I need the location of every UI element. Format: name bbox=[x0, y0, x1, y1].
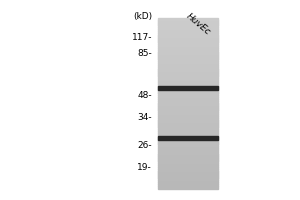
Bar bbox=[158, 31, 218, 33]
Bar bbox=[158, 73, 218, 76]
Text: 34-: 34- bbox=[137, 114, 152, 122]
Bar bbox=[158, 158, 218, 161]
Bar bbox=[158, 88, 218, 91]
Bar bbox=[158, 103, 218, 106]
Bar bbox=[158, 160, 218, 163]
Bar bbox=[158, 90, 218, 93]
Bar bbox=[158, 135, 218, 138]
Bar bbox=[158, 133, 218, 135]
Bar bbox=[158, 99, 218, 101]
Bar bbox=[158, 116, 218, 118]
Bar bbox=[158, 137, 218, 140]
Bar bbox=[158, 22, 218, 25]
Bar bbox=[158, 101, 218, 104]
Bar bbox=[158, 152, 218, 154]
Bar bbox=[158, 126, 218, 129]
Bar bbox=[158, 156, 218, 159]
Text: 19-: 19- bbox=[137, 164, 152, 172]
Bar bbox=[158, 184, 218, 186]
Text: (kD): (kD) bbox=[133, 12, 152, 21]
Bar bbox=[158, 139, 218, 142]
Bar bbox=[158, 33, 218, 36]
Bar bbox=[158, 143, 218, 146]
Bar bbox=[158, 165, 218, 167]
Bar bbox=[158, 146, 218, 148]
Bar bbox=[158, 120, 218, 123]
Text: 48-: 48- bbox=[137, 90, 152, 99]
Bar bbox=[158, 86, 218, 90]
Text: 117-: 117- bbox=[131, 33, 152, 43]
Bar bbox=[158, 171, 218, 174]
Bar bbox=[158, 173, 218, 176]
Bar bbox=[158, 112, 218, 114]
Bar bbox=[158, 124, 218, 127]
Bar bbox=[158, 63, 218, 65]
Bar bbox=[158, 48, 218, 50]
Bar bbox=[158, 107, 218, 110]
Bar bbox=[158, 154, 218, 157]
Bar bbox=[158, 46, 218, 48]
Bar bbox=[158, 52, 218, 55]
Bar bbox=[158, 92, 218, 95]
Bar bbox=[158, 60, 218, 63]
Bar bbox=[158, 175, 218, 178]
Bar bbox=[158, 71, 218, 74]
Bar bbox=[158, 162, 218, 165]
Bar bbox=[158, 35, 218, 38]
Bar bbox=[158, 150, 218, 152]
Bar bbox=[158, 37, 218, 40]
Bar bbox=[158, 24, 218, 27]
Bar bbox=[158, 44, 218, 46]
Bar bbox=[158, 97, 218, 99]
Bar bbox=[158, 54, 218, 57]
Bar bbox=[158, 105, 218, 108]
Bar bbox=[158, 177, 218, 180]
Bar bbox=[158, 141, 218, 144]
Text: HuvEc: HuvEc bbox=[184, 12, 212, 37]
Bar bbox=[158, 77, 218, 80]
Bar bbox=[158, 18, 218, 21]
Text: 85-: 85- bbox=[137, 49, 152, 58]
Bar bbox=[158, 20, 218, 23]
Bar bbox=[158, 50, 218, 52]
Bar bbox=[158, 58, 218, 61]
Bar bbox=[158, 167, 218, 169]
Bar bbox=[158, 136, 218, 140]
Bar bbox=[158, 148, 218, 150]
Bar bbox=[158, 122, 218, 125]
Bar bbox=[158, 67, 218, 70]
Bar bbox=[158, 131, 218, 133]
Bar bbox=[158, 41, 218, 44]
Bar bbox=[158, 109, 218, 112]
Bar bbox=[158, 80, 218, 82]
Bar bbox=[158, 56, 218, 59]
Bar bbox=[158, 69, 218, 72]
Bar bbox=[158, 129, 218, 131]
Bar bbox=[158, 118, 218, 120]
Text: 26-: 26- bbox=[137, 140, 152, 150]
Bar bbox=[158, 82, 218, 84]
Bar bbox=[158, 26, 218, 29]
Bar bbox=[158, 114, 218, 116]
Bar bbox=[158, 180, 218, 182]
Bar bbox=[158, 95, 218, 97]
Bar bbox=[158, 75, 218, 78]
Bar bbox=[158, 86, 218, 89]
Bar bbox=[158, 65, 218, 67]
Bar bbox=[158, 84, 218, 86]
Bar bbox=[158, 182, 218, 184]
Bar bbox=[158, 186, 218, 188]
Bar bbox=[158, 39, 218, 42]
Bar bbox=[158, 29, 218, 31]
Bar bbox=[158, 169, 218, 171]
